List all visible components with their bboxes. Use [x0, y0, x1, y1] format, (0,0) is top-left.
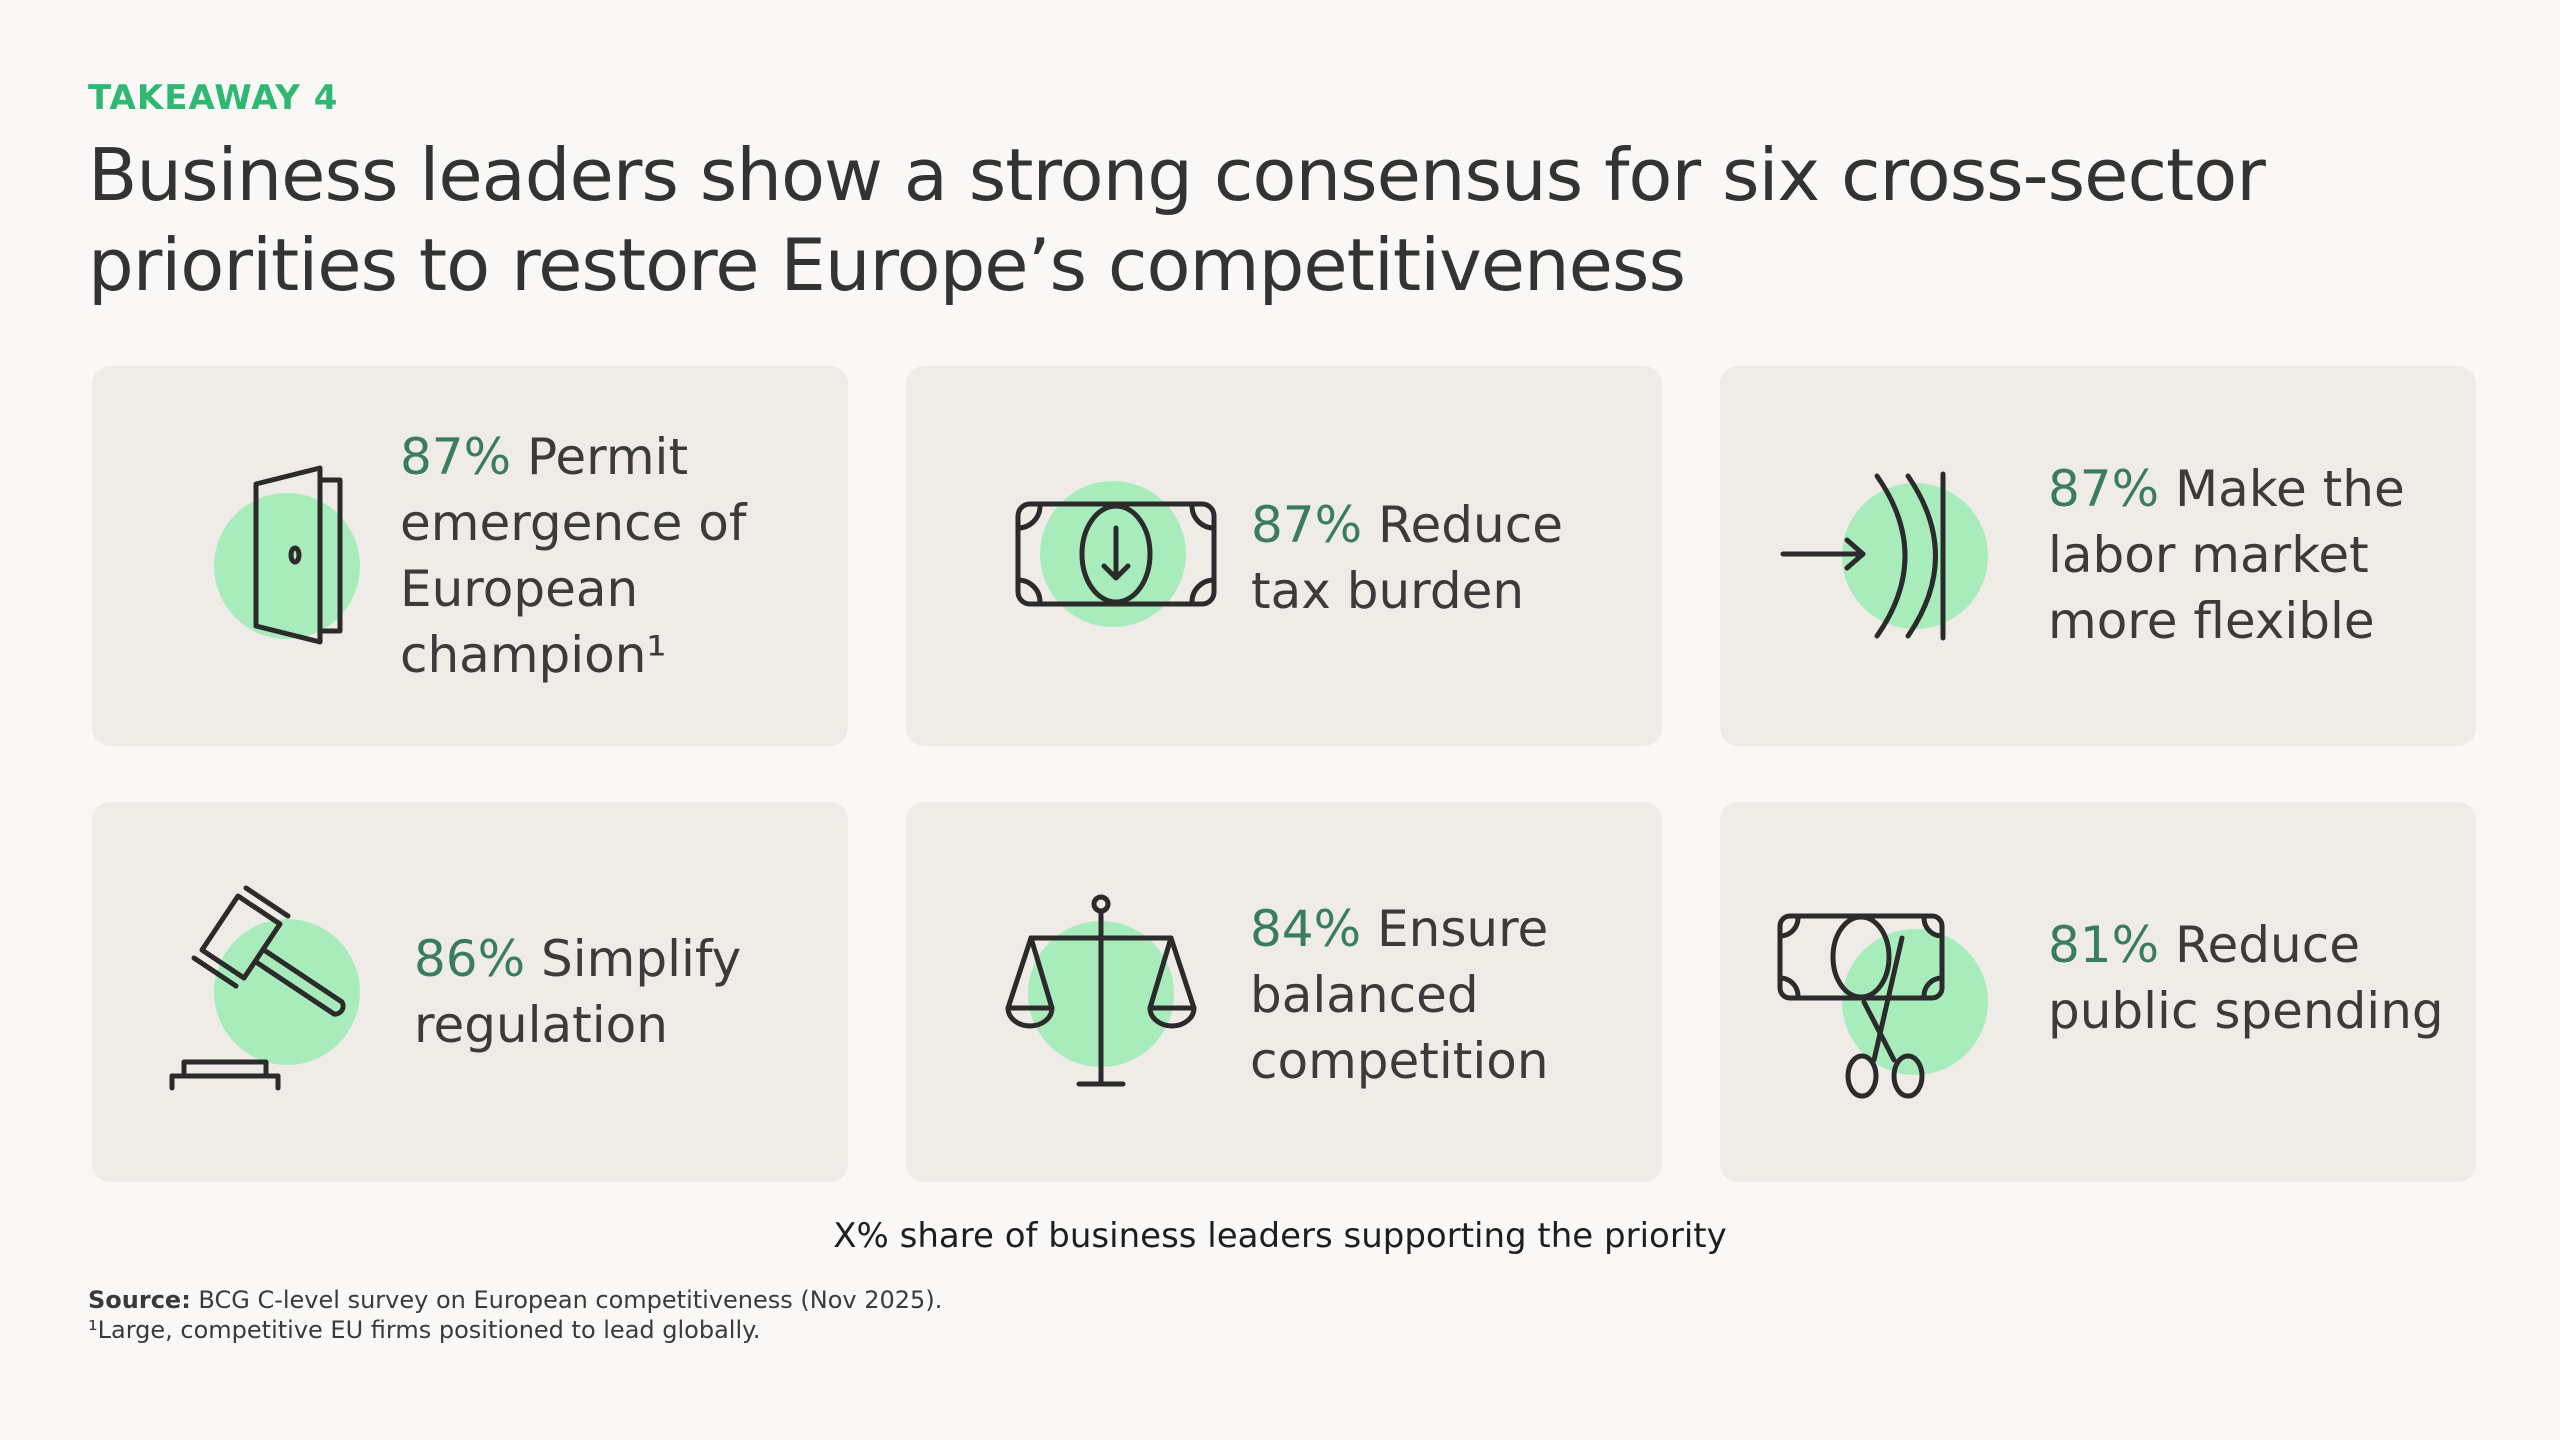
- page-title: Business leaders show a strong consensus…: [88, 133, 2266, 307]
- footnote: ¹Large, competitive EU firms positioned …: [88, 1316, 761, 1344]
- priority-card-5: 84% Ensure balanced competition: [906, 802, 1662, 1182]
- priority-text-1: Permit emergence of European champion¹: [400, 428, 747, 684]
- banknote-down-icon: [956, 416, 1236, 696]
- priority-card-2: 87% Reduce tax burden: [906, 366, 1662, 746]
- priority-card-3: 87% Make the labor market more flexible: [1720, 366, 2476, 746]
- source-label: Source:: [88, 1286, 191, 1314]
- priority-percent-6: 81%: [2048, 916, 2160, 974]
- priority-label-3: 87% Make the labor market more flexible: [2048, 456, 2458, 654]
- priority-percent-5: 84%: [1250, 900, 1362, 958]
- gavel-icon: [152, 852, 432, 1132]
- priority-percent-3: 87%: [2048, 460, 2160, 518]
- priority-text-3: Make the labor market more flexible: [2048, 460, 2405, 650]
- banknote-scissors-icon: [1770, 852, 2050, 1132]
- priority-label-4: 86% Simplify regulation: [414, 926, 824, 1058]
- priority-percent-4: 86%: [414, 930, 526, 988]
- priority-label-6: 81% Reduce public spending: [2048, 912, 2458, 1044]
- priority-text-2: Reduce tax burden: [1251, 496, 1563, 620]
- priority-text-4: Simplify regulation: [414, 930, 742, 1054]
- door-icon: [152, 416, 432, 696]
- priority-percent-1: 87%: [400, 428, 512, 486]
- priority-card-6: 81% Reduce public spending: [1720, 802, 2476, 1182]
- priority-label-1: 87% Permit emergence of European champio…: [400, 424, 820, 688]
- priority-percent-2: 87%: [1251, 496, 1363, 554]
- arrow-barrier-icon: [1765, 416, 2045, 696]
- priority-card-1: 87% Permit emergence of European champio…: [92, 366, 848, 746]
- source-note: Source: BCG C-level survey on European c…: [88, 1284, 942, 1316]
- kicker-label: TAKEAWAY 4: [88, 78, 339, 118]
- legend-note: X% share of business leaders supporting …: [833, 1216, 1727, 1256]
- priority-text-5: Ensure balanced competition: [1250, 900, 1549, 1090]
- priority-label-2: 87% Reduce tax burden: [1251, 492, 1641, 624]
- source-text: BCG C-level survey on European competiti…: [190, 1286, 943, 1314]
- priority-label-5: 84% Ensure balanced competition: [1250, 896, 1640, 1094]
- scales-icon: [946, 852, 1226, 1132]
- priority-text-6: Reduce public spending: [2048, 916, 2444, 1040]
- priority-card-4: 86% Simplify regulation: [92, 802, 848, 1182]
